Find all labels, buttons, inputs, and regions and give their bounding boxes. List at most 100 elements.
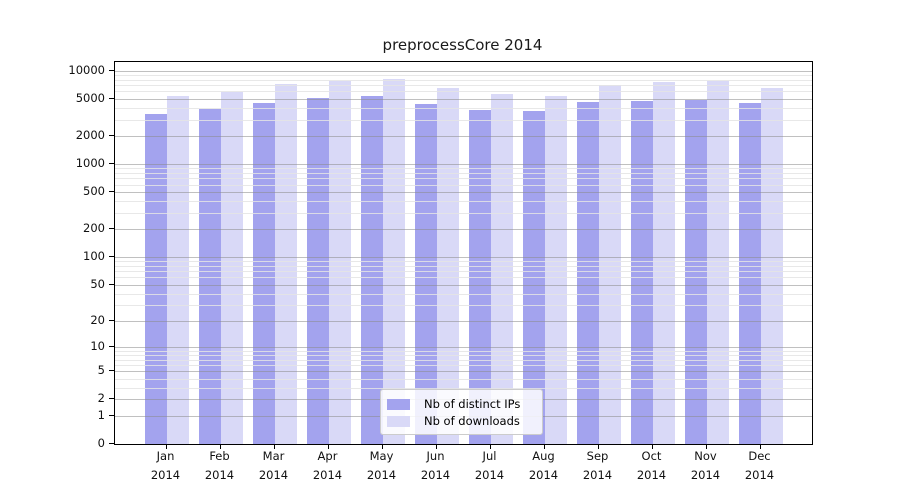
minor-gridline xyxy=(115,85,812,87)
x-tick-mark xyxy=(651,444,653,449)
x-tick-mark xyxy=(543,444,545,449)
legend: Nb of distinct IPs Nb of downloads xyxy=(380,389,543,435)
y-tick-mark xyxy=(109,69,114,71)
major-gridline xyxy=(115,256,812,258)
x-tick-label: Dec 2014 xyxy=(730,447,790,485)
x-tick-year: 2014 xyxy=(636,468,667,482)
y-tick-label: 100 xyxy=(83,248,105,263)
y-tick-mark xyxy=(109,191,114,193)
x-tick-mark xyxy=(489,444,491,449)
major-gridline xyxy=(115,346,812,348)
x-tick-label: Sep 2014 xyxy=(568,447,628,485)
y-tick-mark xyxy=(109,97,114,99)
legend-entry: Nb of downloads xyxy=(387,413,534,429)
x-tick-mark xyxy=(597,444,599,449)
x-tick-month: Jun xyxy=(426,449,445,463)
y-tick-label: 200 xyxy=(83,221,105,236)
legend-label: Nb of downloads xyxy=(424,414,520,428)
minor-gridline xyxy=(115,107,812,109)
x-tick-label: Mar 2014 xyxy=(244,447,304,485)
minor-gridline xyxy=(115,91,812,93)
bar-distinct-ips xyxy=(306,98,329,444)
y-tick-label: 500 xyxy=(83,184,105,199)
x-tick-month: Feb xyxy=(209,449,230,463)
x-tick-month: Jan xyxy=(156,449,175,463)
x-tick-label: Apr 2014 xyxy=(298,447,358,485)
y-tick-mark xyxy=(109,398,114,400)
major-gridline xyxy=(115,320,812,322)
x-tick-month: Apr xyxy=(317,449,338,463)
y-tick-mark xyxy=(109,345,114,347)
bar-downloads xyxy=(490,93,513,444)
y-tick-mark xyxy=(109,163,114,165)
major-gridline xyxy=(115,192,812,194)
minor-gridline xyxy=(115,271,812,273)
minor-gridline xyxy=(115,359,812,361)
bar-distinct-ips xyxy=(252,103,275,444)
y-tick-label: 0 xyxy=(97,436,105,450)
bar-distinct-ips xyxy=(414,103,437,444)
y-tick-mark xyxy=(109,228,114,230)
minor-gridline xyxy=(115,201,812,203)
minor-gridline xyxy=(115,261,812,263)
bar-downloads xyxy=(544,96,567,444)
minor-gridline xyxy=(115,378,812,380)
y-tick-label: 10 xyxy=(90,338,105,353)
y-tick-mark xyxy=(109,414,114,416)
bar-distinct-ips xyxy=(144,113,167,444)
legend-label: Nb of distinct IPs xyxy=(424,397,521,411)
x-tick-month: Aug xyxy=(532,449,555,463)
minor-gridline xyxy=(115,293,812,295)
x-tick-month: May xyxy=(369,449,394,463)
minor-gridline xyxy=(115,212,812,214)
x-tick-mark xyxy=(705,444,707,449)
minor-gridline xyxy=(115,173,812,175)
minor-gridline xyxy=(115,350,812,352)
x-tick-label: Jun 2014 xyxy=(406,447,466,485)
minor-gridline xyxy=(115,277,812,279)
major-gridline xyxy=(115,98,812,100)
minor-gridline xyxy=(115,304,812,306)
x-tick-label: May 2014 xyxy=(352,447,412,485)
legend-swatch xyxy=(387,398,410,410)
x-tick-month: Nov xyxy=(694,449,717,463)
x-tick-label: Jan 2014 xyxy=(136,447,196,485)
x-tick-year: 2014 xyxy=(420,468,451,482)
x-tick-mark xyxy=(381,444,383,449)
x-tick-year: 2014 xyxy=(474,468,505,482)
y-tick-mark xyxy=(109,134,114,136)
y-tick-mark xyxy=(109,255,114,257)
bar-downloads xyxy=(760,87,783,444)
bar-distinct-ips xyxy=(360,95,383,444)
y-tick-mark xyxy=(109,370,114,372)
minor-gridline xyxy=(115,387,812,389)
y-tick-label: 1 xyxy=(97,407,105,422)
minor-gridline xyxy=(115,184,812,186)
y-tick-label: 1000 xyxy=(75,156,105,171)
y-tick-label: 50 xyxy=(90,276,105,291)
minor-gridline xyxy=(115,365,812,367)
minor-gridline xyxy=(115,168,812,170)
x-tick-month: Jul xyxy=(482,449,497,463)
x-tick-mark xyxy=(759,444,761,449)
y-tick-label: 2 xyxy=(97,391,105,406)
x-tick-year: 2014 xyxy=(366,468,397,482)
x-tick-mark xyxy=(165,444,167,449)
x-tick-mark xyxy=(327,444,329,449)
x-tick-label: Aug 2014 xyxy=(514,447,574,485)
minor-gridline xyxy=(115,265,812,267)
bar-downloads xyxy=(598,85,621,444)
major-gridline xyxy=(115,229,812,231)
x-tick-mark xyxy=(219,444,221,449)
major-gridline xyxy=(115,135,812,137)
bar-downloads xyxy=(220,91,243,444)
bar-downloads xyxy=(652,82,675,444)
x-tick-mark xyxy=(273,444,275,449)
major-gridline xyxy=(115,164,812,166)
x-tick-year: 2014 xyxy=(690,468,721,482)
x-tick-label: Oct 2014 xyxy=(622,447,682,485)
x-tick-year: 2014 xyxy=(312,468,343,482)
x-tick-year: 2014 xyxy=(150,468,181,482)
y-tick-label: 5000 xyxy=(75,90,105,105)
